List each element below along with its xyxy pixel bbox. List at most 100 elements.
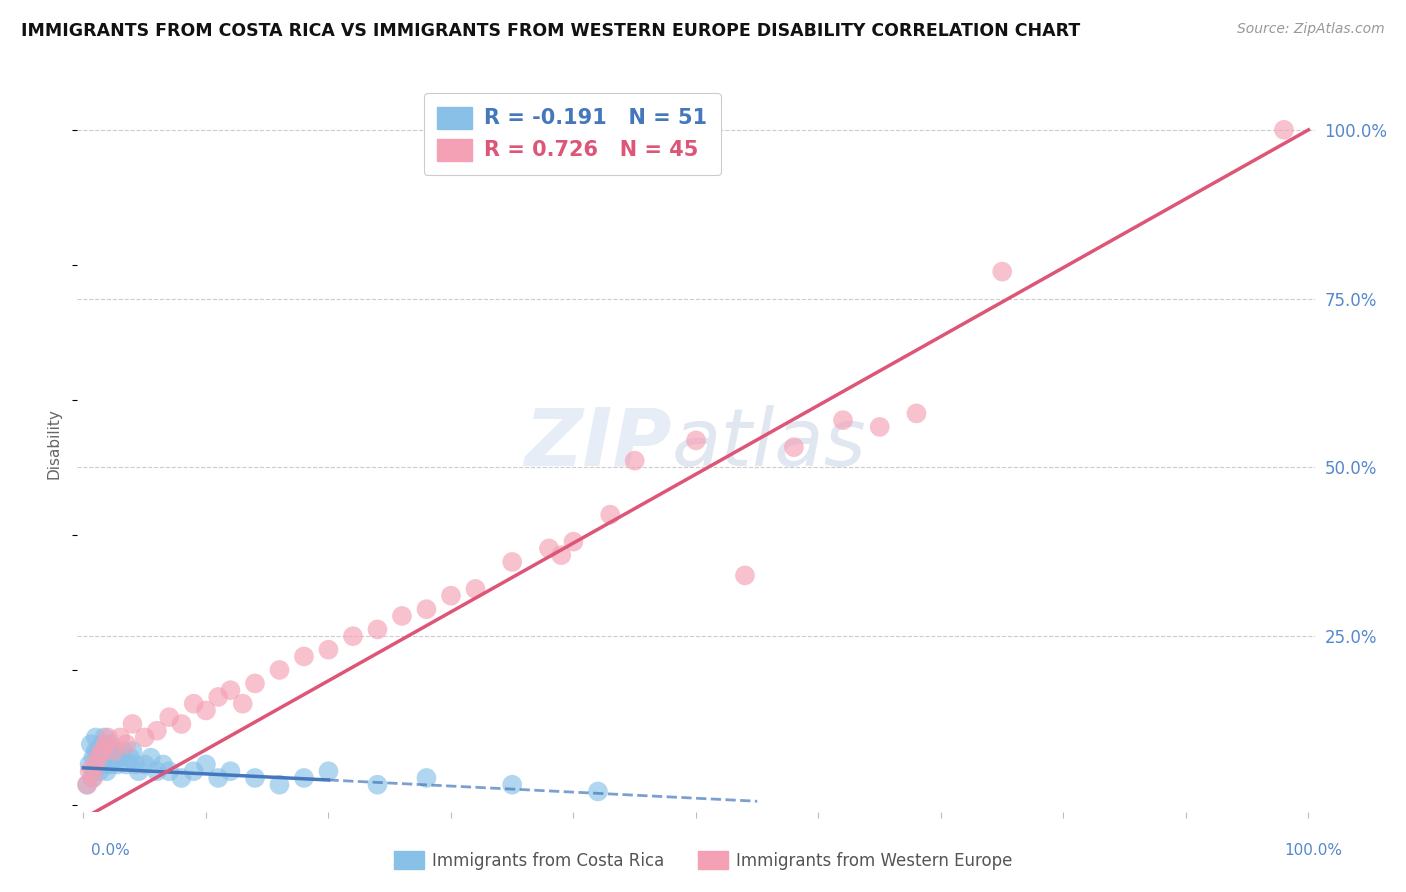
Point bbox=[157, 710, 180, 724]
Point bbox=[685, 434, 707, 448]
Point bbox=[96, 764, 118, 779]
Point bbox=[342, 629, 364, 643]
Point bbox=[501, 555, 523, 569]
Text: 0.0%: 0.0% bbox=[91, 843, 131, 858]
Point bbox=[90, 757, 112, 772]
Point bbox=[146, 764, 169, 779]
Point bbox=[464, 582, 486, 596]
Point bbox=[84, 731, 107, 745]
Point bbox=[905, 406, 928, 420]
Point bbox=[832, 413, 855, 427]
Point bbox=[103, 744, 125, 758]
Point bbox=[124, 757, 146, 772]
Point bbox=[134, 731, 156, 745]
Point bbox=[115, 757, 138, 772]
Point bbox=[128, 764, 150, 779]
Point bbox=[139, 750, 162, 764]
Point bbox=[318, 642, 340, 657]
Point bbox=[90, 737, 112, 751]
Point bbox=[82, 771, 104, 785]
Point bbox=[219, 764, 242, 779]
Point bbox=[183, 697, 205, 711]
Point bbox=[93, 731, 115, 745]
Text: 100.0%: 100.0% bbox=[1285, 843, 1343, 858]
Point bbox=[80, 737, 103, 751]
Legend: Immigrants from Costa Rica, Immigrants from Western Europe: Immigrants from Costa Rica, Immigrants f… bbox=[387, 845, 1019, 877]
Point bbox=[292, 649, 315, 664]
Point bbox=[98, 750, 121, 764]
Text: IMMIGRANTS FROM COSTA RICA VS IMMIGRANTS FROM WESTERN EUROPE DISABILITY CORRELAT: IMMIGRANTS FROM COSTA RICA VS IMMIGRANTS… bbox=[21, 22, 1080, 40]
Point bbox=[550, 548, 572, 562]
Text: ZIP: ZIP bbox=[524, 405, 671, 483]
Point bbox=[152, 757, 174, 772]
Point bbox=[207, 690, 229, 704]
Point bbox=[623, 453, 645, 467]
Point bbox=[170, 771, 193, 785]
Text: atlas: atlas bbox=[671, 405, 866, 483]
Point bbox=[90, 750, 112, 764]
Point bbox=[87, 750, 110, 764]
Point bbox=[232, 697, 254, 711]
Point bbox=[207, 771, 229, 785]
Text: Source: ZipAtlas.com: Source: ZipAtlas.com bbox=[1237, 22, 1385, 37]
Point bbox=[134, 757, 156, 772]
Y-axis label: Disability: Disability bbox=[46, 409, 62, 479]
Point bbox=[243, 771, 266, 785]
Point bbox=[991, 264, 1014, 278]
Point bbox=[76, 778, 98, 792]
Point bbox=[83, 764, 105, 779]
Point bbox=[97, 731, 120, 745]
Point bbox=[318, 764, 340, 779]
Point bbox=[599, 508, 621, 522]
Point bbox=[183, 764, 205, 779]
Point bbox=[1272, 123, 1295, 137]
Point bbox=[87, 744, 110, 758]
Legend: R = -0.191   N = 51, R = 0.726   N = 45: R = -0.191 N = 51, R = 0.726 N = 45 bbox=[423, 93, 721, 175]
Point bbox=[243, 676, 266, 690]
Point bbox=[115, 737, 138, 751]
Point bbox=[415, 771, 437, 785]
Point bbox=[121, 744, 143, 758]
Point bbox=[108, 731, 131, 745]
Point bbox=[82, 750, 104, 764]
Point bbox=[783, 440, 806, 454]
Point bbox=[734, 568, 756, 582]
Point bbox=[501, 778, 523, 792]
Point bbox=[94, 737, 117, 751]
Point bbox=[157, 764, 180, 779]
Point bbox=[146, 723, 169, 738]
Point bbox=[562, 534, 585, 549]
Point bbox=[97, 744, 120, 758]
Point bbox=[100, 757, 122, 772]
Point bbox=[440, 589, 463, 603]
Point bbox=[586, 784, 609, 798]
Point bbox=[269, 778, 291, 792]
Point bbox=[104, 750, 127, 764]
Point bbox=[121, 717, 143, 731]
Point bbox=[103, 744, 125, 758]
Point bbox=[391, 609, 413, 624]
Point bbox=[537, 541, 560, 556]
Point bbox=[366, 623, 388, 637]
Point bbox=[84, 757, 107, 772]
Point bbox=[84, 744, 107, 758]
Point bbox=[79, 764, 101, 779]
Point bbox=[366, 778, 388, 792]
Point bbox=[86, 757, 108, 772]
Point bbox=[219, 683, 242, 698]
Point bbox=[76, 778, 98, 792]
Point bbox=[869, 420, 891, 434]
Point bbox=[108, 750, 131, 764]
Point bbox=[111, 744, 134, 758]
Point bbox=[94, 750, 117, 764]
Point bbox=[269, 663, 291, 677]
Point bbox=[118, 750, 141, 764]
Point bbox=[91, 744, 114, 758]
Point bbox=[415, 602, 437, 616]
Point bbox=[107, 757, 129, 772]
Point bbox=[90, 744, 112, 758]
Point bbox=[89, 764, 111, 779]
Point bbox=[170, 717, 193, 731]
Point bbox=[100, 737, 122, 751]
Point bbox=[97, 757, 120, 772]
